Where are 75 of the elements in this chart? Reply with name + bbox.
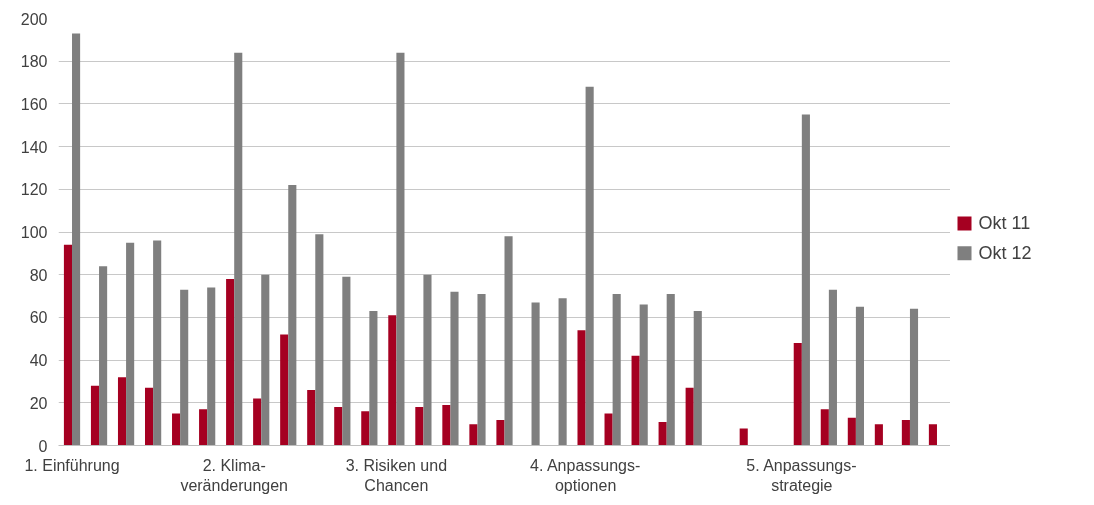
- bar: [396, 52, 405, 446]
- bar: [450, 291, 459, 446]
- bar: [117, 377, 127, 446]
- legend-label: Okt 12: [978, 243, 1032, 264]
- y-tick-label: 180: [20, 53, 48, 71]
- bar: [180, 289, 189, 446]
- bar: [639, 304, 648, 446]
- bar: [469, 424, 478, 446]
- bar: [855, 306, 864, 446]
- bar: [207, 287, 216, 446]
- bar: [847, 417, 856, 446]
- y-tick-label: 120: [20, 181, 48, 199]
- y-tick-label: 140: [20, 138, 48, 156]
- x-tick-label: 2. Klima- veränderungen: [180, 456, 289, 494]
- bar: [288, 185, 297, 446]
- y-tick-label: 20: [29, 394, 48, 412]
- bar: [126, 242, 135, 446]
- bar: [658, 422, 667, 446]
- bar: [415, 407, 424, 446]
- bar: [828, 289, 837, 446]
- y-tick-label: 100: [20, 224, 48, 241]
- bar: [307, 389, 316, 446]
- bar: [145, 387, 154, 446]
- y-tick-label: 60: [29, 309, 48, 327]
- bar: [234, 52, 243, 446]
- bar: [63, 244, 73, 446]
- bar: [820, 409, 829, 446]
- bar: [315, 234, 324, 446]
- bar: [388, 315, 397, 446]
- bar: [558, 298, 567, 446]
- bar: [153, 240, 162, 446]
- x-tick-label: 3. Risiken und Chancen: [345, 456, 448, 494]
- bar: [604, 413, 613, 446]
- bar: [612, 293, 621, 446]
- legend-label: Okt 11: [978, 213, 1031, 234]
- bar: [666, 293, 675, 446]
- bar: [685, 387, 694, 446]
- y-tick-label: 80: [29, 266, 48, 284]
- bar: [334, 407, 343, 446]
- bar: [477, 293, 486, 446]
- bar: [531, 302, 540, 446]
- bar: [585, 86, 594, 446]
- x-tick-label: 1. Einführung: [24, 456, 120, 474]
- y-tick-label: 40: [29, 352, 48, 370]
- bar: [693, 310, 702, 446]
- bar: [280, 334, 289, 446]
- bar: [739, 428, 748, 446]
- bar: [631, 355, 640, 446]
- y-tick-label: 0: [38, 437, 48, 455]
- y-tick-label: 160: [20, 95, 48, 113]
- bar: [226, 278, 235, 446]
- bar: [793, 343, 802, 446]
- bar: [90, 385, 100, 446]
- bar: [901, 419, 910, 446]
- bar: [99, 266, 108, 446]
- bar: [199, 409, 208, 446]
- bar: [423, 274, 432, 446]
- bar: [342, 276, 351, 446]
- bar: [361, 411, 370, 446]
- bar: [261, 274, 270, 446]
- bar: [874, 424, 883, 446]
- bar: [909, 308, 919, 446]
- bar: [577, 330, 586, 446]
- bar: [504, 236, 513, 446]
- bar: [442, 404, 451, 446]
- bar: [369, 310, 378, 446]
- bar: [928, 424, 937, 446]
- x-tick-label: 4. Anpassungs- optionen: [530, 456, 641, 494]
- y-tick-label: 200: [20, 10, 48, 28]
- bar: [172, 413, 181, 446]
- bar: [801, 114, 810, 446]
- bar: [72, 33, 81, 446]
- bar: [253, 398, 262, 446]
- bar: [496, 419, 505, 446]
- x-tick-label: 5. Anpassungs- strategie: [746, 456, 857, 494]
